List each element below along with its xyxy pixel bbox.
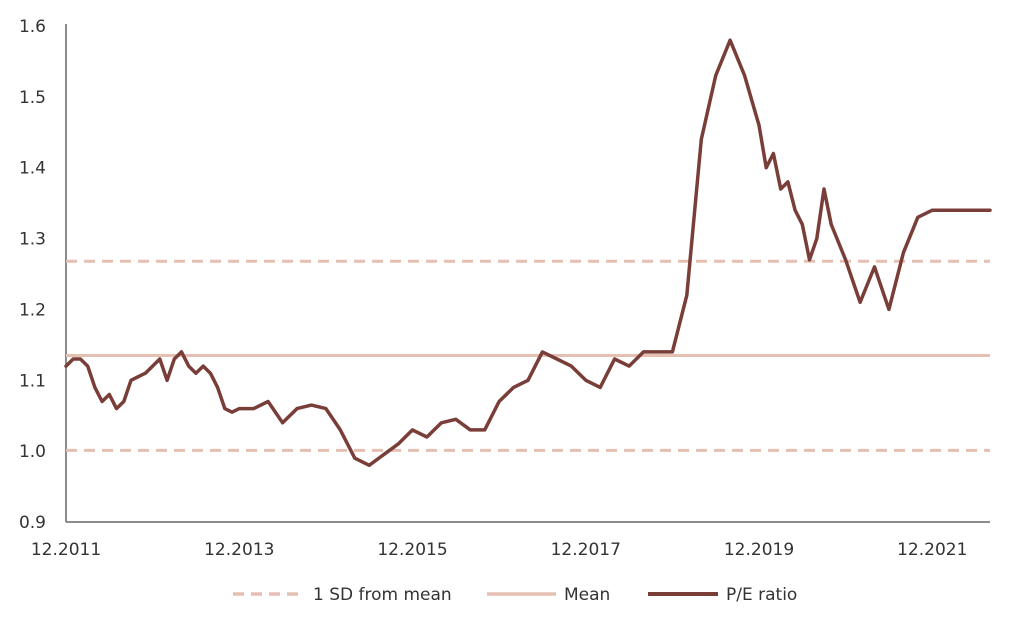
y-tick-label: 1.1: [19, 371, 46, 391]
y-tick-label: 1.0: [19, 442, 46, 462]
x-axis-ticks: 12.2011 12.2013 12.2015 12.2017 12.2019 12.20…: [31, 540, 968, 560]
x-tick-label: 12.2021: [897, 540, 967, 560]
x-tick-label: 12.2015: [377, 540, 447, 560]
legend: 1 SD from mean Mean P/E ratio: [233, 585, 797, 605]
y-tick-label: 1.5: [19, 88, 46, 108]
legend-sd-label: 1 SD from mean: [313, 585, 452, 605]
y-tick-label: 1.4: [19, 159, 46, 179]
x-tick-label: 12.2011: [31, 540, 101, 560]
legend-pe-label: P/E ratio: [726, 585, 797, 605]
x-tick-label: 12.2013: [204, 540, 274, 560]
y-axis-ticks: 0.9 1.0 1.1 1.2 1.3 1.4 1.5 1.6: [19, 17, 46, 533]
legend-mean-label: Mean: [564, 585, 610, 605]
pe-ratio-line: [64, 38, 992, 468]
y-tick-label: 1.3: [19, 230, 46, 250]
y-tick-label: 1.2: [19, 300, 46, 320]
y-tick-label: 0.9: [19, 513, 46, 533]
x-tick-label: 12.2017: [551, 540, 621, 560]
x-tick-label: 12.2019: [724, 540, 794, 560]
y-tick-label: 1.6: [19, 17, 46, 37]
